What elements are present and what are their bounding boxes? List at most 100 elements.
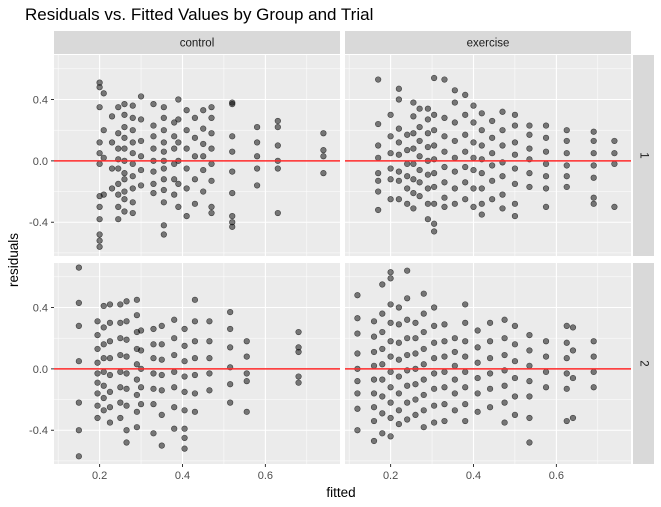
data-point: [563, 355, 570, 362]
data-point: [100, 382, 107, 389]
data-point: [462, 91, 469, 98]
data-point: [171, 335, 178, 342]
data-point: [431, 385, 438, 392]
data-point: [274, 165, 281, 172]
data-point: [160, 165, 167, 172]
data-point: [424, 130, 431, 137]
data-point: [354, 390, 361, 397]
data-point: [563, 385, 570, 392]
data-point: [412, 319, 419, 326]
data-point: [563, 417, 570, 425]
data-point: [370, 417, 378, 425]
data-point: [379, 430, 386, 437]
data-point: [441, 163, 448, 171]
data-point: [133, 391, 140, 399]
data-point: [191, 371, 199, 379]
data-point: [470, 154, 477, 161]
data-point: [542, 203, 550, 211]
data-point: [404, 351, 411, 359]
data-point: [395, 196, 402, 203]
data-point: [387, 111, 394, 118]
data-point: [370, 362, 378, 369]
data-point: [137, 401, 145, 408]
data-point: [375, 142, 382, 149]
data-point: [526, 170, 533, 177]
data-point: [486, 319, 494, 326]
data-point: [431, 142, 438, 149]
data-point: [379, 328, 386, 336]
data-point: [94, 318, 101, 325]
data-point: [489, 117, 496, 125]
data-point: [354, 315, 361, 322]
data-point: [441, 353, 448, 360]
data-point: [108, 113, 116, 120]
data-point: [462, 384, 469, 391]
data-point: [395, 390, 402, 397]
data-point: [129, 114, 136, 122]
data-point: [387, 353, 394, 360]
data-point: [379, 310, 386, 317]
data-point: [115, 191, 122, 198]
data-point: [563, 162, 570, 169]
data-point: [117, 384, 124, 391]
data-point: [200, 188, 207, 195]
data-point: [424, 105, 431, 112]
data-point: [542, 122, 550, 129]
data-point: [404, 416, 411, 423]
data-point: [94, 390, 101, 397]
data-point: [243, 353, 250, 360]
data-point: [511, 411, 519, 419]
data-point: [229, 223, 236, 230]
data-point: [387, 338, 394, 345]
data-point: [542, 173, 550, 180]
data-point: [611, 137, 618, 145]
data-point: [462, 148, 469, 155]
data-point: [404, 399, 411, 406]
data-point: [129, 199, 136, 206]
data-point: [511, 111, 519, 118]
x-tick-label: 0.6: [549, 470, 564, 482]
data-point: [451, 390, 458, 397]
data-point: [511, 139, 519, 146]
data-point: [511, 180, 519, 187]
data-point: [150, 341, 157, 348]
data-point: [123, 439, 130, 446]
data-point: [229, 189, 236, 197]
data-point: [160, 222, 167, 229]
data-point: [208, 209, 215, 217]
data-point: [526, 414, 533, 422]
data-point: [181, 388, 188, 395]
data-point: [160, 199, 167, 206]
data-point: [108, 139, 116, 146]
data-point: [478, 127, 485, 134]
data-point: [75, 427, 82, 434]
data-point: [375, 154, 382, 161]
data-point: [150, 100, 157, 108]
data-point: [474, 390, 481, 397]
data-point: [96, 84, 103, 91]
data-point: [320, 170, 327, 177]
data-point: [489, 196, 496, 203]
data-point: [133, 424, 140, 431]
data-point: [171, 351, 178, 359]
data-point: [379, 376, 386, 383]
data-point: [569, 347, 577, 354]
data-point: [474, 408, 481, 415]
data-point: [420, 361, 427, 368]
data-point: [431, 200, 438, 207]
data-point: [501, 382, 508, 389]
data-point: [133, 408, 140, 415]
data-point: [431, 127, 438, 134]
data-point: [590, 368, 597, 376]
data-point: [395, 151, 402, 158]
data-point: [96, 203, 103, 211]
data-point: [395, 168, 402, 175]
data-point: [379, 345, 386, 353]
data-point: [404, 316, 411, 323]
data-point: [158, 341, 165, 348]
data-point: [96, 160, 103, 168]
data-point: [129, 139, 136, 146]
data-point: [451, 168, 458, 175]
y-tick-label: 0.4: [33, 94, 48, 106]
data-point: [137, 166, 145, 174]
